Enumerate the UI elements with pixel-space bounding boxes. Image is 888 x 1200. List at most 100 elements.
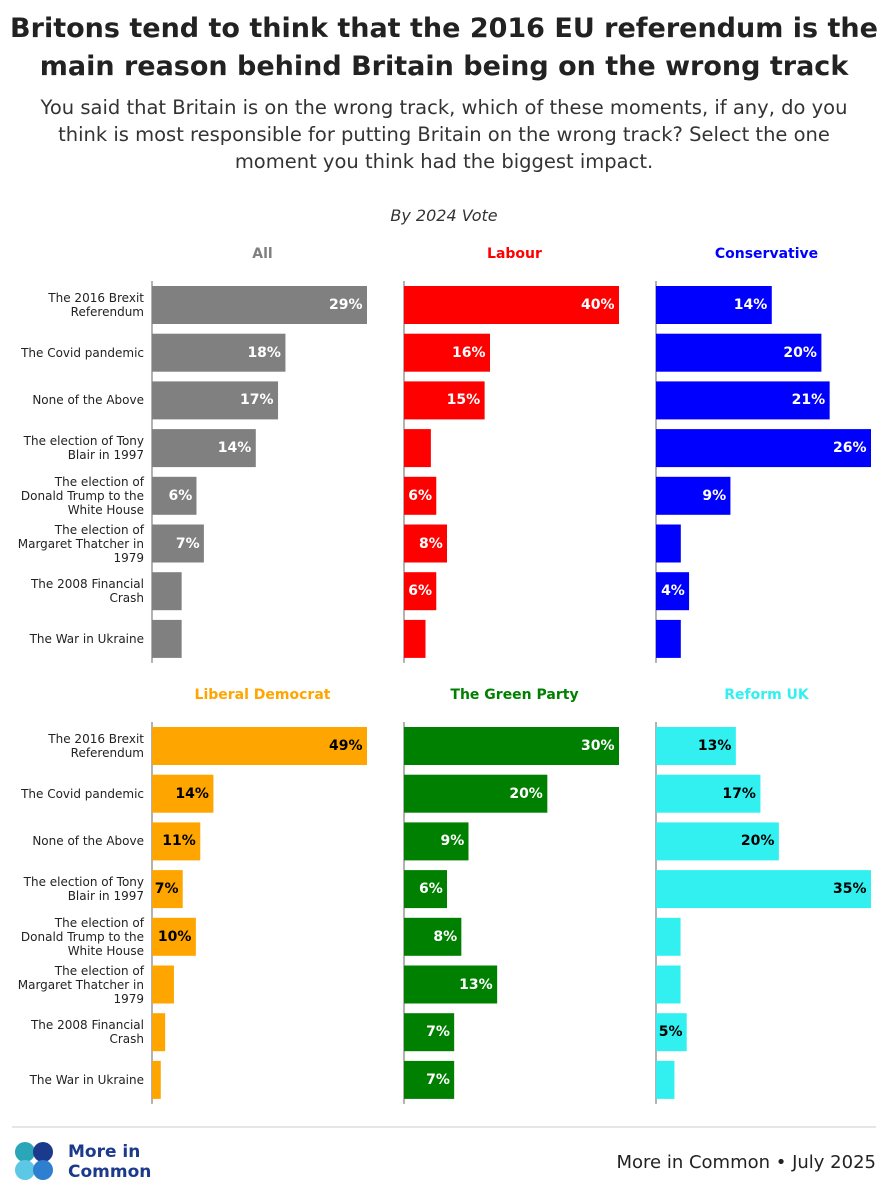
panel-title: Labour — [487, 246, 542, 262]
group-label: By 2024 Vote — [390, 206, 498, 225]
value-label: 16% — [452, 344, 486, 361]
value-label: 26% — [833, 440, 867, 457]
bar — [152, 965, 174, 1004]
bar — [152, 381, 279, 420]
bar — [404, 1060, 455, 1099]
category-label: The 2016 Brexit Referendum — [48, 291, 144, 319]
value-label: 6% — [419, 881, 443, 898]
panel-title: All — [252, 246, 273, 262]
bar — [152, 476, 197, 515]
category-label: The War in Ukraine — [29, 631, 144, 646]
value-label: 8% — [419, 535, 443, 552]
bar — [656, 822, 779, 861]
value-label: 6% — [408, 487, 433, 504]
logo-text: More in Common — [68, 1142, 151, 1182]
bar — [152, 619, 182, 658]
value-label: 7% — [426, 1071, 450, 1088]
category-label: The election of Donald Trump to the Whit… — [20, 915, 144, 958]
bar — [656, 333, 822, 372]
value-label: 20% — [740, 833, 775, 850]
bar — [152, 1013, 166, 1052]
value-label: 6% — [168, 487, 193, 504]
value-label: 8% — [433, 928, 458, 945]
bar — [152, 572, 182, 611]
logo-icon — [15, 1142, 53, 1180]
category-label: The 2016 Brexit Referendum — [48, 732, 144, 760]
bar — [656, 965, 681, 1004]
category-label: The election of Donald Trump to the Whit… — [20, 474, 144, 517]
value-label: 14% — [733, 297, 768, 313]
value-label: 4% — [661, 583, 685, 600]
value-label: 14% — [217, 440, 252, 457]
value-label: 11% — [162, 833, 196, 850]
bar — [152, 870, 183, 909]
panel-title: Liberal Democrat — [194, 687, 331, 703]
bar — [404, 1013, 455, 1052]
bar — [152, 917, 196, 956]
category-label: The election of Tony Blair in 1997 — [23, 434, 144, 463]
value-label: 10% — [157, 928, 192, 945]
bar — [656, 286, 772, 324]
bar — [152, 1060, 161, 1099]
bar — [656, 774, 761, 813]
bar — [656, 1060, 675, 1099]
bar — [404, 619, 426, 658]
logo-line: Common — [68, 1162, 152, 1182]
category-label: The 2008 Financial Crash — [30, 577, 144, 606]
bar — [656, 524, 681, 563]
category-label: The Covid pandemic — [21, 345, 144, 360]
bar — [404, 727, 619, 765]
bar — [404, 333, 490, 372]
bar — [656, 917, 681, 956]
bar — [152, 286, 367, 324]
bar — [404, 917, 462, 956]
panel-title: Reform UK — [724, 687, 809, 703]
source: More in Common • July 2025 — [616, 1152, 876, 1173]
bar — [404, 870, 447, 909]
bar — [656, 727, 736, 765]
chart-title: Britons tend to think that the 2016 EU r… — [10, 13, 878, 82]
bar — [152, 822, 201, 861]
value-label: 29% — [329, 297, 363, 313]
value-label: 7% — [175, 535, 200, 552]
bar — [404, 524, 447, 563]
category-label: The election of Tony Blair in 1997 — [23, 875, 144, 904]
bar — [656, 619, 681, 658]
bar — [404, 965, 498, 1004]
bar — [404, 429, 431, 468]
value-label: 40% — [581, 297, 615, 313]
value-label: 21% — [791, 392, 826, 409]
value-label: 20% — [783, 344, 817, 361]
bar — [404, 822, 469, 861]
value-label: 9% — [440, 833, 465, 850]
value-label: 13% — [697, 738, 732, 754]
panel-title: The Green Party — [450, 687, 579, 703]
bar — [152, 774, 214, 813]
bar — [404, 286, 619, 324]
value-label: 13% — [459, 976, 493, 993]
value-label: 30% — [581, 738, 615, 754]
bar — [656, 476, 731, 515]
bar — [152, 333, 286, 372]
value-label: 49% — [329, 738, 363, 754]
category-label: The 2008 Financial Crash — [30, 1018, 144, 1047]
value-label: 7% — [426, 1024, 450, 1041]
category-label: None of the Above — [32, 834, 144, 849]
bar — [404, 572, 437, 611]
panel-title: Conservative — [714, 246, 819, 262]
bar — [656, 870, 871, 909]
bar — [152, 727, 367, 765]
chart-subtitle: You said that Britain is on the wrong tr… — [40, 96, 848, 173]
bar — [404, 774, 548, 813]
value-label: 14% — [175, 785, 209, 802]
value-label: 20% — [509, 785, 543, 802]
value-label: 35% — [833, 881, 867, 898]
value-label: 9% — [702, 487, 727, 504]
bar — [656, 1013, 687, 1052]
bar — [152, 524, 204, 563]
value-label: 18% — [247, 344, 281, 361]
bar — [152, 429, 256, 468]
category-label: The election of Margaret Thatcher in 197… — [17, 963, 144, 1006]
value-label: 15% — [446, 392, 481, 409]
